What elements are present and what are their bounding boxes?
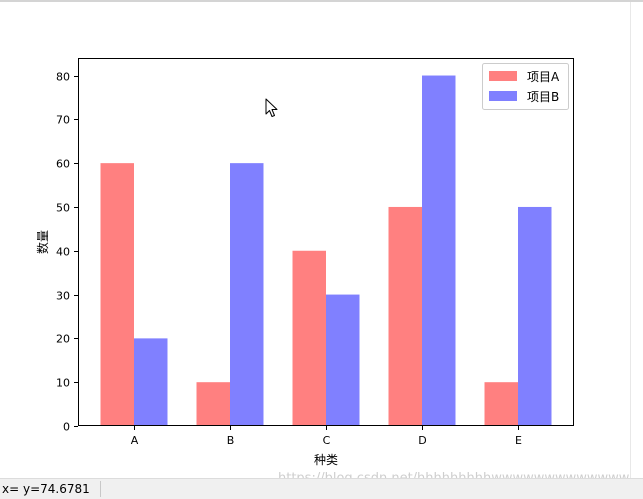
y-tick-label: 40 xyxy=(56,246,70,259)
x-tick-label-A: A xyxy=(131,434,139,447)
legend: 项目A 项目B xyxy=(482,63,569,110)
y-tick-label: 60 xyxy=(56,158,70,171)
bar-C-series-1 xyxy=(292,250,326,426)
y-tick-label: 10 xyxy=(56,377,70,390)
x-tick-label-C: C xyxy=(323,434,331,447)
bar-C-series-2 xyxy=(326,294,360,426)
bar-E-series-1 xyxy=(484,382,518,426)
legend-label-2: 项目B xyxy=(527,90,559,104)
bar-A-series-2 xyxy=(134,338,168,426)
y-tick-label: 70 xyxy=(56,114,70,127)
y-tick-label: 80 xyxy=(56,71,70,84)
bar-E-series-2 xyxy=(518,206,552,426)
bar-chart: 0 10 20 30 40 50 60 70 80 A B C D E 种类 数量 项目A 项目B xyxy=(35,58,574,467)
bars-layer xyxy=(100,75,552,427)
bar-D-series-2 xyxy=(422,75,456,427)
y-axis: 0 10 20 30 40 50 60 70 80 xyxy=(56,71,78,434)
status-bar: x= y=74.6781 xyxy=(0,478,643,499)
legend-label-1: 项目A xyxy=(527,70,560,84)
mouse-cursor-icon xyxy=(265,98,278,117)
x-tick-label-B: B xyxy=(227,434,235,447)
legend-swatch-1 xyxy=(489,71,517,81)
bar-A-series-1 xyxy=(100,163,134,426)
window-right-edge xyxy=(630,2,643,478)
window-top-border xyxy=(0,0,643,2)
y-tick-label: 30 xyxy=(56,290,70,303)
y-tick-label: 0 xyxy=(63,421,70,434)
x-tick-label-E: E xyxy=(515,434,522,447)
bar-D-series-1 xyxy=(388,206,422,426)
x-axis: A B C D E xyxy=(131,426,522,447)
cursor-coordinates: x= y=74.6781 xyxy=(2,482,90,496)
status-separator xyxy=(100,481,101,497)
x-tick-label-D: D xyxy=(418,434,426,447)
y-tick-label: 20 xyxy=(56,333,70,346)
bar-B-series-1 xyxy=(196,382,230,426)
legend-swatch-2 xyxy=(489,91,517,101)
y-axis-label: 数量 xyxy=(35,230,50,254)
bar-B-series-2 xyxy=(230,163,264,426)
x-axis-label: 种类 xyxy=(314,453,338,467)
plot-frame xyxy=(78,58,574,426)
y-tick-label: 50 xyxy=(56,202,70,215)
